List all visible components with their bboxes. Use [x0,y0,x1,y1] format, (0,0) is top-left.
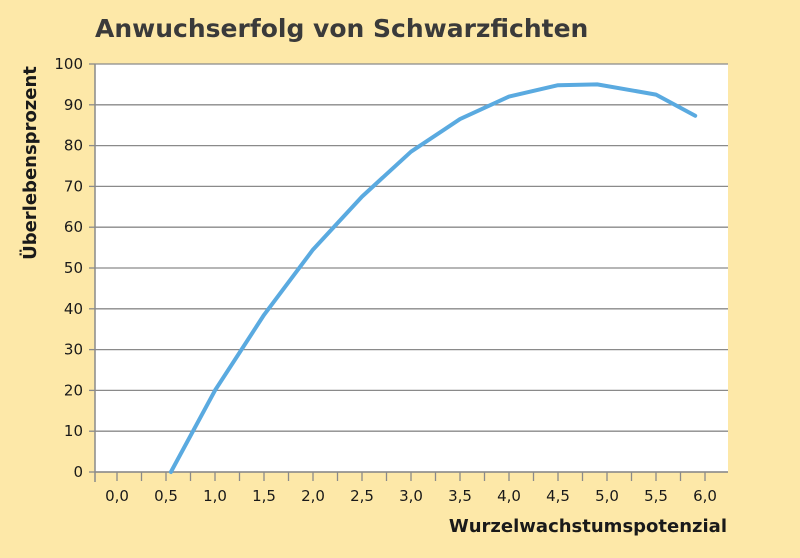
x-tick-label: 5,5 [644,487,668,505]
axes [89,63,728,482]
y-axis-label: Überlebensprozent [19,66,41,260]
x-tick-label: 1,0 [203,487,227,505]
x-tick-label: 2,5 [350,487,374,505]
y-tick-label: 70 [64,177,83,195]
y-tick-label: 90 [64,96,83,114]
y-tick-label: 100 [54,55,83,73]
y-tick-label: 60 [64,218,83,236]
x-tick-label: 5,0 [595,487,619,505]
x-tick-label: 3,0 [399,487,423,505]
x-tick-label: 1,5 [252,487,276,505]
y-tick-label: 50 [64,259,83,277]
y-tick-label: 0 [73,463,83,481]
y-tick-label: 40 [64,300,83,318]
x-tick-label: 4,0 [497,487,521,505]
y-tick-label: 30 [64,341,83,359]
x-tick-label: 3,5 [448,487,472,505]
y-tick-label: 80 [64,137,83,155]
grid-lines [95,63,728,473]
x-tick-label: 2,0 [301,487,325,505]
y-tick-label: 20 [64,381,83,399]
x-tick-label: 4,5 [546,487,570,505]
x-tick-label: 6,0 [693,487,717,505]
x-tick-label: 0,5 [154,487,178,505]
series-line [168,82,698,474]
y-tick-label: 10 [64,422,83,440]
x-axis-label: Wurzelwachstumspotenzial [449,516,727,537]
tick-labels: 0 10 20 30 40 50 60 70 80 90 100 0,0 0,5 1,0 1,5 2,0 2,5… [54,55,717,505]
x-tick-label: 0,0 [105,487,129,505]
series-layer [168,82,698,474]
chart-title: Anwuchserfolg von Schwarzfichten [95,14,589,43]
